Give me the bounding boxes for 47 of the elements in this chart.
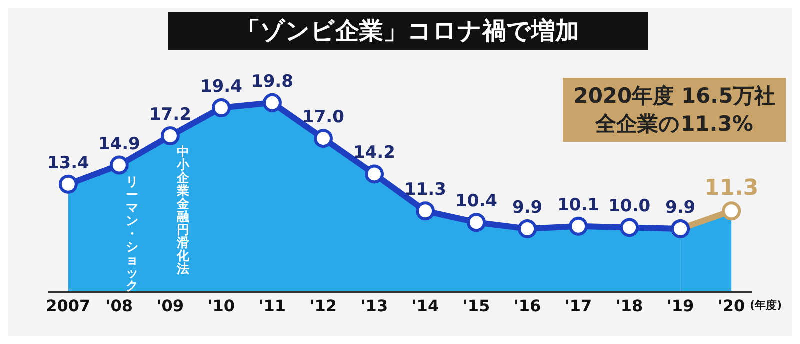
- point: [620, 218, 640, 238]
- data-label: 19.4: [200, 77, 243, 97]
- annotation: 全企業の11.3%: [594, 111, 754, 138]
- x-tick-label: '16: [514, 296, 542, 316]
- x-axis-title: (年度): [750, 298, 782, 313]
- chart-title: 「ゾンビ企業」コロナ禍で増加: [168, 12, 648, 50]
- x-tick-label: '15: [462, 296, 490, 316]
- point: [467, 213, 486, 232]
- data-label: 11.3: [704, 176, 759, 202]
- point: [212, 98, 231, 118]
- data-label: 17.2: [149, 105, 192, 126]
- point: [416, 202, 436, 221]
- point: [110, 156, 129, 175]
- data-label: 10.1: [558, 195, 600, 216]
- x-tick-label: '08: [106, 296, 134, 316]
- point: [262, 93, 282, 112]
- text: 中小企業金融円滑化法: [176, 144, 190, 276]
- x-tick-label: '13: [360, 296, 388, 316]
- x-tick-label: '09: [156, 296, 184, 316]
- x-tick-label: '19: [666, 296, 694, 316]
- point: [314, 129, 333, 148]
- data-label: 19.8: [251, 72, 294, 92]
- x-tick-label: '11: [258, 296, 286, 316]
- x-tick-label: '18: [616, 296, 644, 316]
- x-tick-label: '14: [412, 296, 440, 316]
- data-label: 14.2: [354, 143, 396, 164]
- data-label: 10.0: [608, 196, 651, 217]
- data-label: 10.4: [456, 192, 498, 212]
- x-tick-label: '17: [564, 296, 592, 316]
- point: [160, 126, 180, 146]
- data-label: 9.9: [512, 198, 543, 218]
- point: [518, 219, 538, 238]
- data-label: 9.9: [666, 198, 696, 218]
- x-tick-label: 2007: [46, 296, 91, 316]
- point: [569, 216, 588, 236]
- annotation: 2020年度 16.5万社: [572, 83, 776, 110]
- data-label: 14.9: [98, 134, 140, 154]
- point: [58, 174, 78, 194]
- x-tick-label: '12: [310, 296, 338, 316]
- x-tick-label: '10: [208, 296, 236, 316]
- data-label: 13.4: [47, 153, 90, 174]
- data-label: 11.3: [404, 180, 446, 200]
- point: [364, 164, 384, 184]
- data-label: 17.0: [302, 108, 345, 128]
- point: [722, 202, 742, 221]
- x-tick-label: '20: [718, 296, 746, 316]
- text: リーマン・ショック: [126, 174, 139, 293]
